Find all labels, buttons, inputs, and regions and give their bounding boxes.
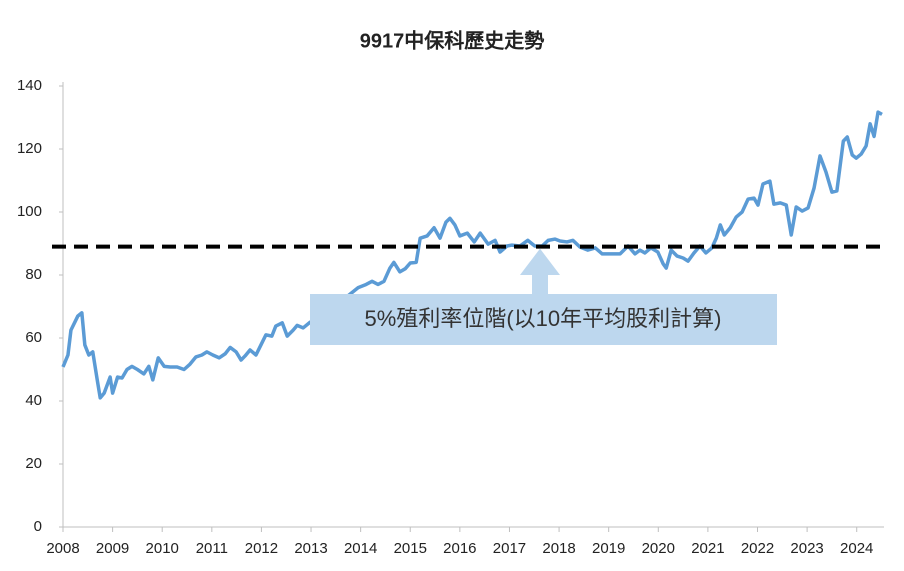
x-tick-label: 2011 [196,540,228,557]
y-tick-label: 40 [25,392,42,409]
y-tick-label: 140 [17,77,42,94]
data-line [61,110,883,400]
x-tick-label: 2016 [443,540,476,557]
y-tick-label: 120 [17,140,42,157]
x-tick-label: 2015 [394,540,427,557]
y-tick-label: 0 [34,518,42,535]
x-tick-label: 2020 [642,540,675,557]
x-tick-label: 2021 [691,540,724,557]
y-tick-label: 80 [25,266,42,283]
x-tick-label: 2013 [294,540,327,557]
x-tick-label: 2009 [96,540,129,557]
chart-title: 9917中保科歷史走勢 [360,28,545,52]
annotation-arrow [520,248,560,294]
x-tick-label: 2017 [493,540,526,557]
x-tick-label: 2014 [344,540,377,557]
x-tick-label: 2022 [741,540,774,557]
x-tick-label: 2023 [790,540,823,557]
x-tick-label: 2024 [840,540,873,557]
y-tick-label: 60 [25,329,42,346]
x-tick-label: 2008 [46,540,79,557]
y-tick-label: 100 [17,203,42,220]
x-tick-label: 2012 [245,540,278,557]
x-tick-label: 2010 [146,540,179,557]
x-tick-label: 2018 [542,540,575,557]
x-tick-label: 2019 [592,540,625,557]
y-tick-label: 20 [25,455,42,472]
annotation-box [310,294,777,345]
annotation-text: 5%殖利率位階(以10年平均股利計算) [365,306,722,331]
